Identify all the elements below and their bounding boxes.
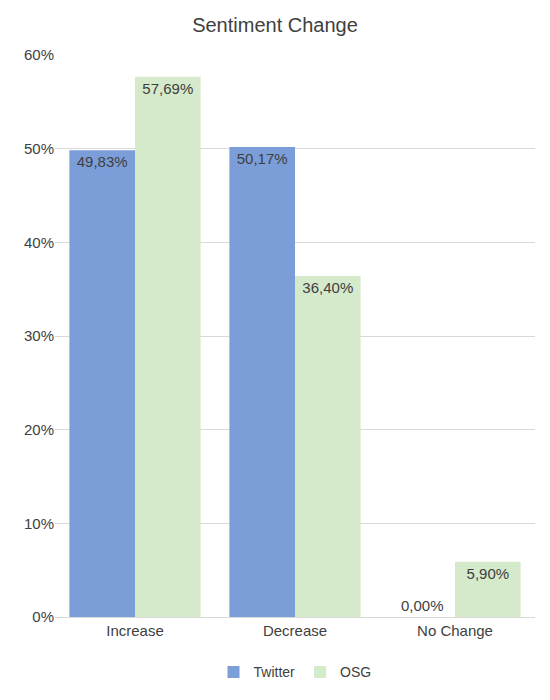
svg-text:20%: 20% (24, 421, 54, 438)
svg-text:10%: 10% (24, 515, 54, 532)
svg-text:Decrease: Decrease (263, 622, 327, 639)
svg-text:49,83%: 49,83% (77, 153, 128, 170)
svg-text:0,00%: 0,00% (401, 597, 444, 614)
svg-text:Twitter: Twitter (254, 664, 296, 680)
svg-text:Sentiment Change: Sentiment Change (192, 14, 358, 36)
svg-text:50,17%: 50,17% (237, 150, 288, 167)
svg-text:40%: 40% (24, 234, 54, 251)
svg-text:57,69%: 57,69% (142, 80, 193, 97)
svg-text:30%: 30% (24, 327, 54, 344)
svg-text:Increase: Increase (106, 622, 164, 639)
svg-text:36,40%: 36,40% (302, 279, 353, 296)
svg-text:0%: 0% (32, 608, 54, 625)
svg-text:50%: 50% (24, 140, 54, 157)
svg-text:60%: 60% (24, 46, 54, 63)
svg-text:OSG: OSG (340, 664, 371, 680)
svg-text:5,90%: 5,90% (467, 565, 510, 582)
svg-text:No Change: No Change (417, 622, 493, 639)
